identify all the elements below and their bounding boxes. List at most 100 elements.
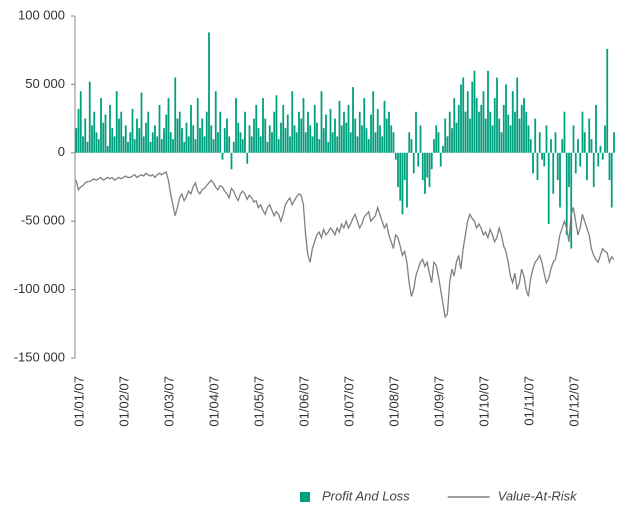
bar bbox=[145, 122, 147, 153]
bar bbox=[597, 152, 600, 167]
bar bbox=[361, 125, 363, 153]
bar bbox=[478, 111, 480, 153]
bar bbox=[547, 152, 550, 224]
bar bbox=[451, 128, 453, 153]
bar bbox=[176, 118, 179, 153]
bar bbox=[363, 98, 366, 153]
bar bbox=[448, 111, 451, 153]
bar bbox=[397, 152, 399, 187]
bar bbox=[435, 125, 438, 153]
bar bbox=[185, 122, 188, 153]
bar bbox=[275, 95, 278, 153]
bar bbox=[262, 98, 264, 153]
bar bbox=[608, 152, 611, 181]
bar bbox=[595, 104, 597, 153]
x-tick-label: 01/02/07 bbox=[116, 376, 131, 427]
bar bbox=[509, 125, 512, 153]
bar bbox=[487, 70, 489, 153]
bar bbox=[415, 111, 417, 153]
bar bbox=[201, 118, 204, 153]
bar bbox=[223, 128, 226, 153]
bar bbox=[190, 104, 192, 153]
bar bbox=[334, 118, 336, 153]
x-tick-label: 01/01/07 bbox=[71, 376, 86, 427]
bar bbox=[77, 109, 80, 153]
bar bbox=[253, 118, 255, 153]
bar bbox=[214, 91, 217, 153]
bar bbox=[406, 152, 408, 208]
bar bbox=[343, 111, 345, 153]
bar bbox=[109, 104, 111, 153]
bar bbox=[462, 77, 465, 153]
bar bbox=[174, 77, 177, 153]
bar bbox=[426, 152, 429, 178]
bar bbox=[118, 118, 120, 153]
bar bbox=[367, 139, 370, 153]
bar bbox=[248, 125, 251, 153]
bar bbox=[475, 98, 478, 153]
bar bbox=[502, 104, 505, 153]
bar bbox=[613, 132, 615, 153]
bar bbox=[199, 128, 201, 153]
bar bbox=[354, 118, 357, 153]
bar bbox=[86, 141, 89, 153]
bar bbox=[430, 152, 433, 170]
bar bbox=[271, 132, 273, 153]
bar bbox=[325, 114, 327, 153]
bar bbox=[498, 118, 501, 153]
bar bbox=[208, 32, 210, 153]
bar bbox=[264, 118, 267, 153]
bar bbox=[529, 139, 532, 153]
bar bbox=[239, 132, 242, 153]
bar bbox=[82, 136, 84, 153]
bar bbox=[455, 122, 458, 153]
bar bbox=[104, 114, 107, 153]
bar bbox=[370, 114, 372, 153]
bar bbox=[417, 152, 420, 167]
bar bbox=[88, 81, 91, 153]
bar bbox=[601, 152, 604, 160]
bar bbox=[572, 125, 575, 153]
bar bbox=[327, 141, 330, 153]
bar bbox=[444, 118, 447, 153]
bar bbox=[437, 132, 440, 153]
bar bbox=[536, 152, 539, 181]
bar bbox=[365, 128, 368, 153]
bar bbox=[590, 139, 593, 153]
x-tick-label: 01/10/07 bbox=[476, 376, 491, 427]
bar bbox=[205, 111, 208, 153]
bar bbox=[295, 132, 298, 153]
bar bbox=[534, 118, 537, 153]
bar bbox=[91, 125, 93, 153]
bar bbox=[482, 91, 485, 153]
bar bbox=[241, 139, 244, 153]
bar bbox=[399, 152, 402, 201]
bar bbox=[113, 136, 116, 153]
bar bbox=[124, 125, 127, 153]
bar bbox=[457, 104, 460, 153]
bar bbox=[493, 98, 496, 153]
y-tick-label: 100 000 bbox=[18, 7, 65, 22]
y-tick-label: 50 000 bbox=[25, 76, 65, 91]
bar bbox=[286, 114, 289, 153]
y-tick-label: -100 000 bbox=[14, 281, 65, 296]
bar bbox=[541, 152, 543, 160]
y-tick-label: 0 bbox=[58, 144, 65, 159]
bar bbox=[570, 152, 573, 249]
bar bbox=[136, 118, 138, 153]
bar bbox=[320, 91, 323, 153]
bar bbox=[516, 77, 519, 153]
x-tick-label: 01/07/07 bbox=[341, 376, 356, 427]
bar bbox=[219, 111, 222, 153]
bar bbox=[266, 141, 269, 153]
bar bbox=[556, 152, 559, 181]
bar bbox=[250, 136, 253, 153]
bar bbox=[408, 132, 411, 153]
bar bbox=[268, 125, 271, 153]
bar bbox=[520, 104, 523, 153]
bar bbox=[100, 98, 102, 153]
bar bbox=[106, 145, 109, 153]
bar bbox=[527, 125, 530, 153]
bar bbox=[111, 128, 114, 153]
